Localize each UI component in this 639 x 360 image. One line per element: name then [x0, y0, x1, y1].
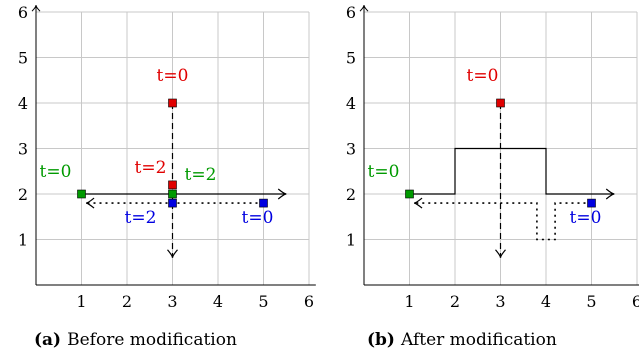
panel-b-path-blue: [414, 202, 592, 241]
panel-b-y-axis-arrow: [359, 5, 369, 12]
panel-a: 1 2 3 4 5 6 1 2 3 4 5 6 t=0 t=2 t=0 t=2 t=0 t=2: [18, 3, 316, 311]
panel-a-agent-blue: t=0 t=2: [85, 197, 274, 228]
panel-a-y-tick-2: 2: [18, 185, 28, 204]
caption-a: (a) Before modification: [34, 330, 237, 350]
panel-b-y-tick-1: 1: [346, 231, 356, 250]
panel-a-x-tick-4: 4: [213, 292, 223, 311]
panel-a-y-axis-arrow: [31, 5, 41, 12]
panel-a-start-label-green: t=0: [40, 162, 72, 182]
panel-a-end-marker-green: [168, 189, 177, 199]
panel-b: 1 2 3 4 5 6 1 2 3 4 5 6 t=0 t=0 t=0: [346, 3, 639, 311]
panel-a-end-label-green: t=2: [185, 165, 217, 185]
panel-b-start-marker-green: [405, 189, 414, 199]
panel-a-agent-green: t=0 t=2: [40, 162, 287, 200]
panel-b-path-green: [409, 147, 615, 195]
panel-b-arrowhead-red: [495, 249, 506, 258]
panel-b-x-tick-5: 5: [586, 292, 596, 311]
panel-a-start-marker-blue: [259, 198, 268, 208]
panel-a-y-tick-6: 6: [18, 3, 28, 22]
panel-a-start-label-red: t=0: [157, 66, 189, 86]
panel-b-arrowhead-blue: [413, 197, 423, 209]
panel-a-arrowhead-green: [277, 188, 287, 200]
caption-a-text: Before modification: [67, 330, 237, 350]
panel-b-start-label-blue: t=0: [570, 208, 602, 228]
panel-b-y-tick-2: 2: [346, 185, 356, 204]
panel-b-x-tick-6: 6: [632, 292, 639, 311]
panel-b-x-tick-1: 1: [404, 292, 414, 311]
panel-a-y-tick-4: 4: [18, 94, 28, 113]
panel-a-y-tick-1: 1: [18, 231, 28, 250]
panel-a-start-marker-red: [168, 98, 177, 108]
panel-b-y-tick-6: 6: [346, 3, 356, 22]
caption-b: (b) After modification: [367, 330, 557, 350]
panel-a-arrowhead-blue: [85, 197, 95, 209]
panel-a-end-label-blue: t=2: [125, 208, 157, 228]
caption-b-tag: (b): [367, 330, 395, 350]
panel-a-x-tick-5: 5: [258, 292, 268, 311]
panel-b-arrowhead-green: [605, 188, 615, 200]
panel-b-start-marker-red: [496, 98, 505, 108]
panel-a-y-tick-3: 3: [18, 140, 28, 159]
panel-a-arrowhead-red: [167, 249, 178, 258]
panel-a-start-marker-green: [77, 189, 86, 199]
caption-b-text: After modification: [400, 330, 557, 350]
panel-b-x-tick-4: 4: [541, 292, 551, 311]
panel-a-agent-red: t=0 t=2: [135, 66, 189, 258]
panel-a-end-marker-red: [168, 180, 177, 190]
panel-b-agent-blue: t=0: [413, 197, 602, 241]
panel-a-x-tick-3: 3: [167, 292, 177, 311]
panel-b-start-label-red: t=0: [467, 66, 499, 86]
panel-a-x-tick-6: 6: [304, 292, 314, 311]
panel-a-y-tick-5: 5: [18, 49, 28, 68]
panel-a-x-tick-1: 1: [76, 292, 86, 311]
panel-b-start-label-green: t=0: [368, 162, 400, 182]
panel-b-y-tick-3: 3: [346, 140, 356, 159]
panel-b-y-tick-4: 4: [346, 94, 356, 113]
panel-b-x-tick-3: 3: [495, 292, 505, 311]
panel-b-start-marker-blue: [587, 198, 596, 208]
panel-a-end-marker-blue: [168, 198, 177, 208]
panel-a-end-label-red: t=2: [135, 158, 167, 178]
panel-b-agent-green: t=0: [368, 147, 615, 200]
panel-b-x-tick-2: 2: [450, 292, 460, 311]
panel-b-agent-red: t=0: [467, 66, 506, 258]
caption-a-tag: (a): [34, 330, 62, 350]
panel-a-start-label-blue: t=0: [242, 208, 274, 228]
panel-a-x-tick-2: 2: [122, 292, 132, 311]
panel-b-y-tick-5: 5: [346, 49, 356, 68]
